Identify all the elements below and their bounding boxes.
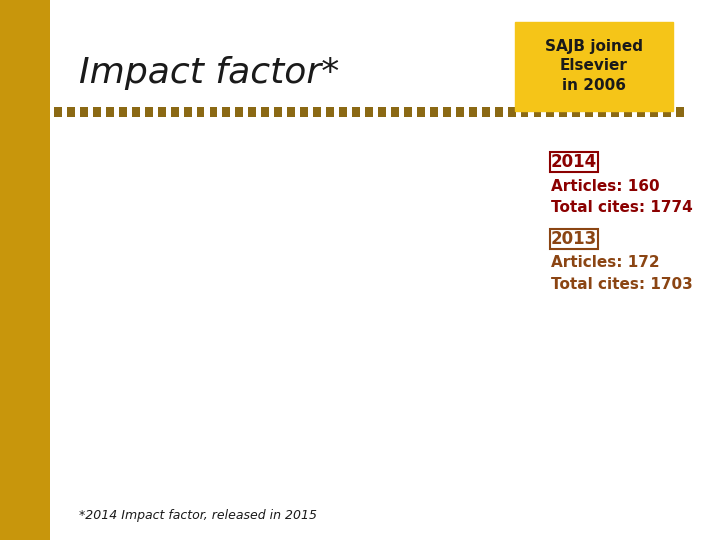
Text: Articles: 172: Articles: 172 [551, 255, 660, 271]
X-axis label: Year: Year [288, 485, 320, 500]
Text: 2014: 2014 [551, 153, 597, 171]
Text: SAJB joined
Elsevier
in 2006: SAJB joined Elsevier in 2006 [545, 38, 643, 93]
Text: Articles: 160: Articles: 160 [551, 179, 660, 194]
Text: Impact factor*: Impact factor* [79, 56, 340, 90]
Bar [382, 214, 413, 456]
Text: 0.978: 0.978 [474, 272, 507, 285]
Bar [150, 380, 180, 456]
Bar [103, 345, 133, 456]
Text: *2014 Impact factor, released in 2015: *2014 Impact factor, released in 2015 [79, 509, 318, 522]
Text: 1.106: 1.106 [287, 250, 321, 263]
Y-axis label: Impact Factor: Impact Factor [33, 245, 47, 341]
Text: 0.648: 0.648 [102, 329, 135, 342]
Text: Total cites: 1774: Total cites: 1774 [551, 200, 693, 215]
Text: 1.409: 1.409 [380, 198, 414, 211]
Text: Total cites: 1703: Total cites: 1703 [551, 277, 693, 292]
Text: 1.659: 1.659 [334, 155, 367, 168]
Bar [336, 171, 366, 456]
Bar [428, 226, 459, 456]
Text: 0.444: 0.444 [148, 364, 181, 377]
Bar [289, 266, 320, 456]
Text: 1.113: 1.113 [194, 249, 228, 262]
Bar [475, 288, 505, 456]
Text: 1.08: 1.08 [245, 254, 271, 267]
Bar [196, 265, 226, 456]
Bar [243, 271, 273, 456]
Text: 2013: 2013 [551, 230, 597, 248]
Text: 1.34: 1.34 [431, 210, 457, 223]
